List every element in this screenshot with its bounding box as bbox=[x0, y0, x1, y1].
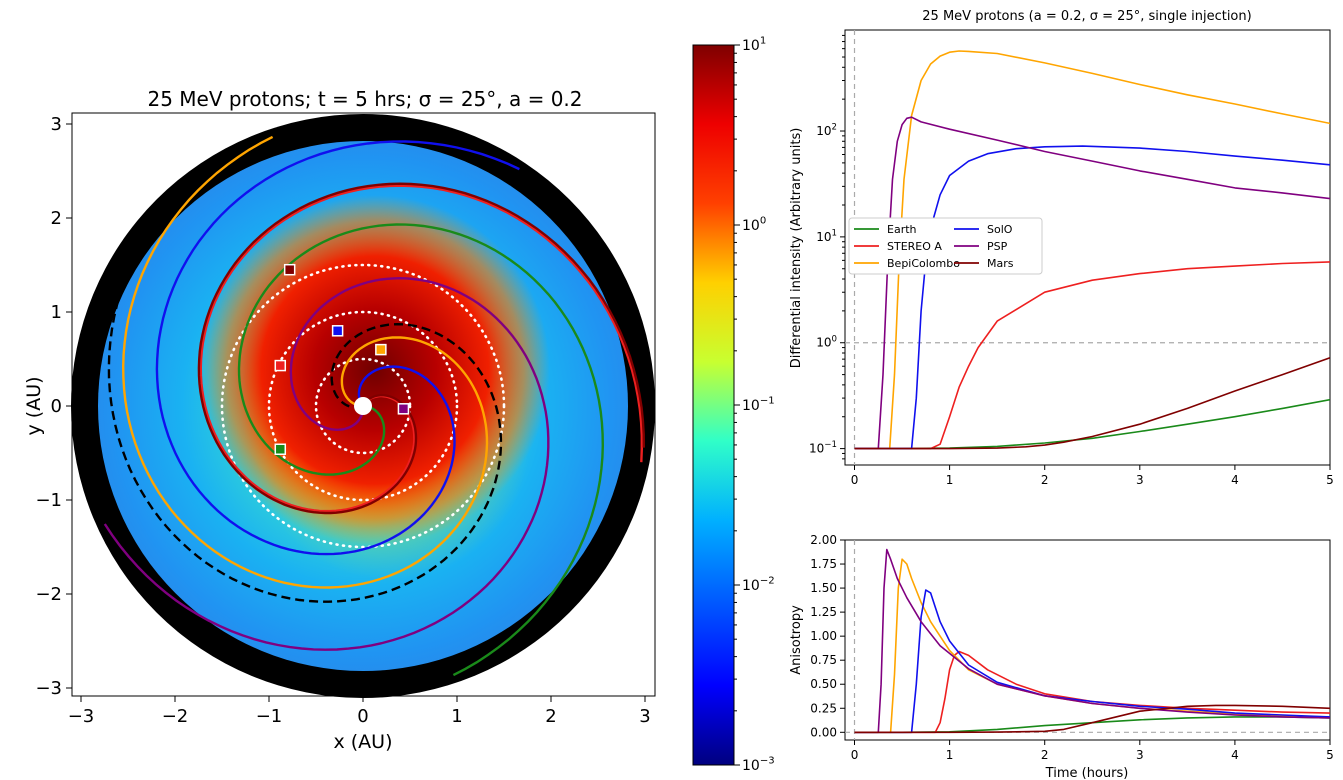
x-tick-label: 0 bbox=[851, 473, 859, 487]
x-tick-label: 2 bbox=[545, 706, 556, 727]
y-tick-label: 1.00 bbox=[810, 629, 837, 643]
y-tick-label: 3 bbox=[51, 114, 62, 135]
dotted-orbits bbox=[220, 263, 506, 549]
legend-label: Mars bbox=[987, 257, 1014, 270]
marker-psp bbox=[397, 403, 410, 415]
spiral-solo bbox=[155, 140, 520, 556]
anisotropy-plot: 0 1 2 3 4 5 0.00 0.25 0.50 0.75 1.00 1.25 1.50 1.75 2.… bbox=[810, 533, 1334, 762]
x-tick-label: 3 bbox=[1136, 473, 1144, 487]
legend-label: SolO bbox=[987, 223, 1013, 236]
legend: Earth STEREO A BepiColombo SolO PSP Mars bbox=[848, 217, 1043, 275]
x-tick-label: 1 bbox=[946, 748, 954, 762]
colorbar-tick-label: 101 bbox=[742, 36, 766, 54]
x-tick-label: 2 bbox=[1041, 473, 1049, 487]
x-tick-label: 5 bbox=[1326, 748, 1334, 762]
orbit-1au bbox=[267, 310, 459, 502]
spacecraft-markers bbox=[274, 263, 410, 455]
marker-stereo-a bbox=[274, 359, 287, 372]
spiral-stereo-a bbox=[199, 184, 643, 513]
heatmap-title: 25 MeV protons; t = 5 hrs; σ = 25°, a = … bbox=[147, 87, 582, 111]
intensity-title: 25 MeV protons (a = 0.2, σ = 25°, single… bbox=[922, 9, 1251, 24]
marker-bepicolombo bbox=[375, 343, 387, 356]
y-tick-label: 1.50 bbox=[810, 581, 837, 595]
x-tick-label: 0 bbox=[851, 748, 859, 762]
marker-earth bbox=[274, 443, 287, 455]
y-tick-label: 0.25 bbox=[810, 701, 837, 715]
spiral-reference bbox=[107, 189, 503, 603]
x-tick-label: 4 bbox=[1231, 473, 1239, 487]
x-tick-label: 4 bbox=[1231, 748, 1239, 762]
series-solo bbox=[854, 145, 1330, 450]
y-tick-label: 2 bbox=[51, 208, 62, 229]
y-tick-label: 2.00 bbox=[810, 533, 837, 547]
marker-solo bbox=[331, 325, 344, 337]
legend-label: BepiColombo bbox=[887, 257, 960, 270]
x-tick-label: 3 bbox=[1136, 748, 1144, 762]
y-tick-label: 0.00 bbox=[810, 725, 837, 739]
series-solo bbox=[854, 589, 1330, 734]
series-group bbox=[854, 548, 1330, 734]
heatmap-ylabel: y (AU) bbox=[23, 376, 45, 435]
legend-label: STEREO A bbox=[887, 240, 942, 253]
series-stereo-a bbox=[854, 261, 1330, 450]
y-tick-label: 1 bbox=[51, 302, 62, 323]
colorbar-tick-label: 100 bbox=[742, 216, 766, 234]
time-xlabel: Time (hours) bbox=[1045, 766, 1129, 780]
series-mars bbox=[854, 704, 1330, 734]
x-tick-label: −2 bbox=[162, 706, 189, 727]
spiral-bepicolombo bbox=[121, 135, 489, 589]
legend-label: PSP bbox=[987, 240, 1008, 253]
orbit-1.5au bbox=[220, 263, 506, 549]
y-tick-label: 1.25 bbox=[810, 605, 837, 619]
heatmap-xlabel: x (AU) bbox=[333, 731, 392, 753]
y-tick-label: −2 bbox=[35, 584, 62, 605]
x-tick-label: 1 bbox=[946, 473, 954, 487]
x-tick-label: −1 bbox=[256, 706, 283, 727]
heatmap-ticks: −3 −2 −1 0 1 2 3 −3 −2 −1 0 1 2 3 bbox=[35, 114, 650, 727]
legend-label: Earth bbox=[887, 223, 917, 236]
sun-marker bbox=[354, 397, 372, 415]
series-mars bbox=[854, 357, 1330, 450]
y-tick-label: 0 bbox=[51, 396, 62, 417]
y-tick-label: −3 bbox=[35, 678, 62, 699]
x-tick-label: 3 bbox=[639, 706, 650, 727]
series-psp bbox=[854, 548, 1330, 734]
x-tick-label: 1 bbox=[451, 706, 462, 727]
x-tick-label: 0 bbox=[357, 706, 368, 727]
x-tick-label: 5 bbox=[1326, 473, 1334, 487]
y-tick-label: 100 bbox=[816, 334, 837, 349]
y-tick-label: 10−1 bbox=[809, 440, 837, 455]
y-tick-label: 101 bbox=[816, 228, 837, 243]
colorbar-tick-label: 10−1 bbox=[742, 396, 775, 414]
anisotropy-ylabel: Anisotropy bbox=[789, 605, 804, 675]
legend-box bbox=[848, 217, 1043, 275]
colorbar-ticks: 101 100 10−1 10−2 10−3 bbox=[734, 36, 775, 774]
x-tick-label: −3 bbox=[68, 706, 95, 727]
colorbar-tick-label: 10−2 bbox=[742, 576, 775, 594]
x-tick-label: 2 bbox=[1041, 748, 1049, 762]
spiral-psp bbox=[103, 276, 550, 651]
y-tick-label: 102 bbox=[816, 123, 837, 138]
spiral-mars bbox=[197, 182, 645, 515]
spiral-earth bbox=[237, 223, 605, 677]
series-bepicolombo bbox=[854, 558, 1330, 734]
axes-frame bbox=[844, 539, 1331, 741]
orbit-0.5au bbox=[314, 357, 412, 455]
marker-mars bbox=[283, 263, 296, 276]
y-tick-label: 0.50 bbox=[810, 677, 837, 691]
y-tick-label: −1 bbox=[35, 490, 62, 511]
y-tick-label: 0.75 bbox=[810, 653, 837, 667]
colorbar bbox=[692, 44, 735, 766]
series-stereo-a bbox=[854, 650, 1330, 734]
intensity-ylabel: Differential intensity (Arbitrary units) bbox=[789, 128, 804, 369]
field-line-spirals bbox=[103, 135, 645, 677]
colorbar-tick-label: 10−3 bbox=[742, 756, 775, 774]
y-tick-label: 1.75 bbox=[810, 557, 837, 571]
